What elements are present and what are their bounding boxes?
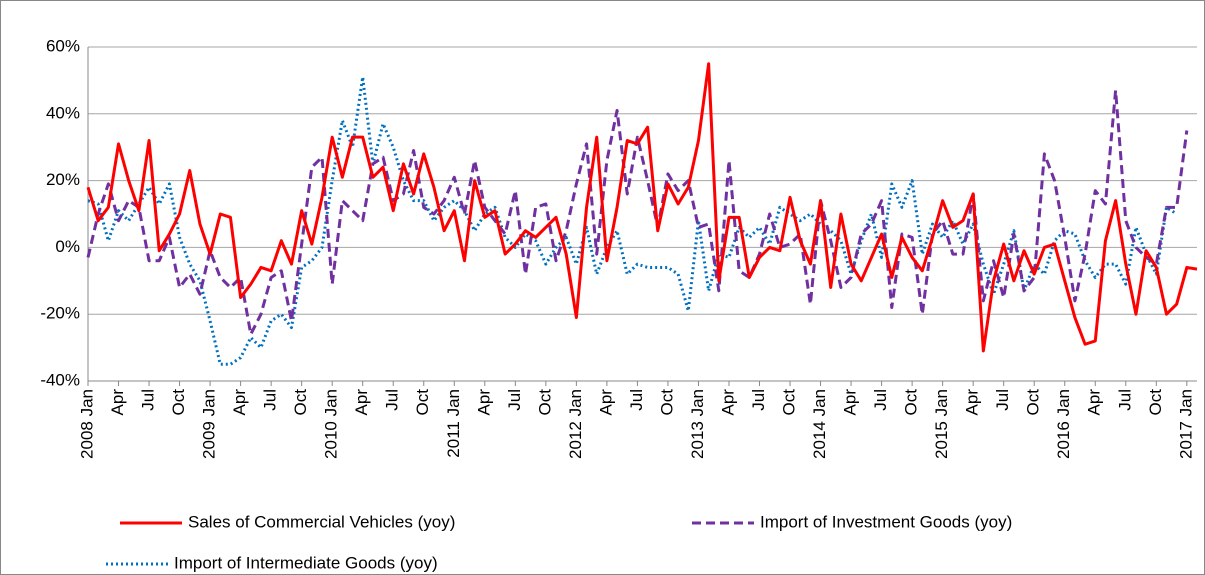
x-tick-label: Apr <box>474 389 493 416</box>
x-tick-label: Jul <box>505 389 524 411</box>
x-tick-label: 2017 Jan <box>1176 389 1195 459</box>
x-tick-label: Oct <box>291 389 310 416</box>
series-line <box>86 62 1198 353</box>
x-tick-label: Apr <box>1085 389 1104 416</box>
y-tick-label: 60% <box>46 36 80 55</box>
x-tick-label: Jul <box>993 389 1012 411</box>
x-tick-label: Oct <box>902 389 921 416</box>
x-tick-label: Oct <box>780 389 799 416</box>
x-tick-label: Jul <box>383 389 402 411</box>
y-tick-label: 0% <box>55 237 80 256</box>
x-tick-label: 2009 Jan <box>200 389 219 459</box>
x-tick-label: Apr <box>352 389 371 416</box>
x-tick-label: Jul <box>1115 389 1134 411</box>
x-tick-label: Jul <box>871 389 890 411</box>
x-tick-label: 2013 Jan <box>688 389 707 459</box>
x-tick-label: Oct <box>1146 389 1165 416</box>
x-tick-label: 2014 Jan <box>810 389 829 459</box>
x-tick-label: 2008 Jan <box>77 389 96 459</box>
x-tick-label: Jul <box>139 389 158 411</box>
legend-label: Sales of Commercial Vehicles (yoy) <box>188 512 455 531</box>
x-tick-label: Oct <box>1024 389 1043 416</box>
x-tick-label: Jul <box>261 389 280 411</box>
x-tick-label: Jul <box>749 389 768 411</box>
x-tick-label: Apr <box>963 389 982 416</box>
x-tick-label: Oct <box>413 389 432 416</box>
y-tick-label: 20% <box>46 170 80 189</box>
x-tick-label: 2012 Jan <box>566 389 585 459</box>
x-tick-label: 2010 Jan <box>322 389 341 459</box>
legend-label: Import of Intermediate Goods (yoy) <box>174 553 438 572</box>
x-tick-label: Apr <box>718 389 737 416</box>
x-tick-label: Oct <box>169 389 188 416</box>
x-tick-label: 2011 Jan <box>444 389 463 458</box>
x-tick-label: Apr <box>841 389 860 416</box>
x-tick-label: 2015 Jan <box>932 389 951 459</box>
series-line <box>86 88 1189 336</box>
y-tick-label: -20% <box>40 304 80 323</box>
x-tick-label: Apr <box>596 389 615 416</box>
x-tick-label: Jul <box>627 389 646 411</box>
x-tick-label: Oct <box>535 389 554 416</box>
legend-label: Import of Investment Goods (yoy) <box>760 512 1012 531</box>
x-tick-label: Apr <box>108 389 127 416</box>
x-tick-label: Oct <box>657 389 676 416</box>
x-tick-label: Apr <box>230 389 249 416</box>
x-tick-label: 2016 Jan <box>1054 389 1073 459</box>
y-tick-label: -40% <box>40 370 80 389</box>
y-tick-label: 40% <box>46 103 80 122</box>
